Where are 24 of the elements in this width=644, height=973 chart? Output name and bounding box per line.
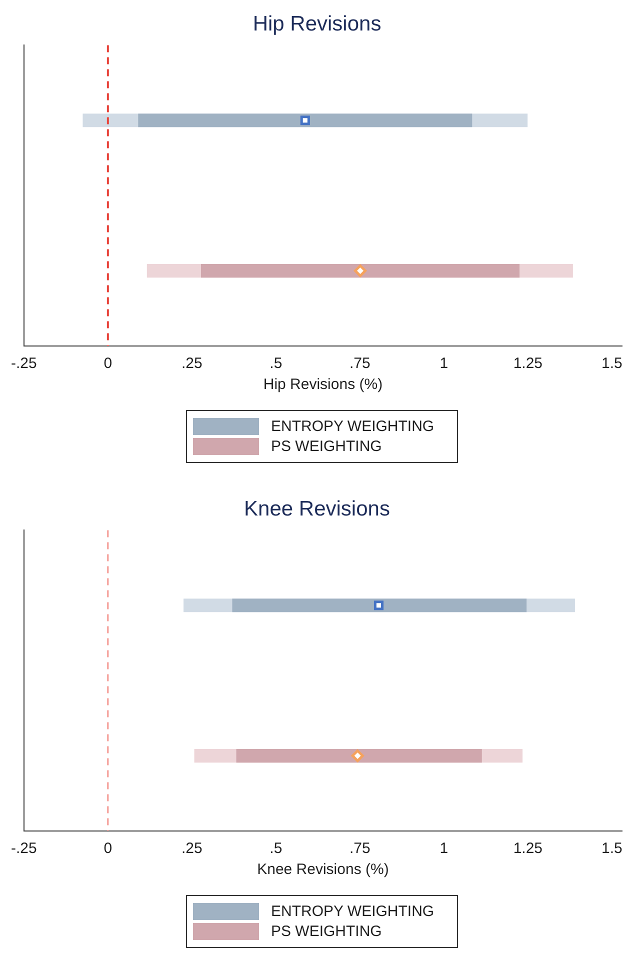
x-tick-label: 0 [104,355,112,372]
x-tick-label: .75 [349,355,370,372]
x-tick-label: 1 [440,355,448,372]
x-tick-label: 1.25 [513,355,543,372]
x-axis-title: Hip Revisions (%) [263,376,383,394]
x-tick-label: 0 [104,840,112,858]
x-tick-label: .5 [270,355,282,372]
x-tick-label: .25 [181,840,202,858]
x-tick-label: -.25 [10,840,37,858]
chart-title: Hip Revisions [252,12,382,36]
x-tick-label: 1 [440,840,448,858]
legend-label: PS WEIGHTING [271,438,383,455]
legend-label: ENTROPY WEIGHTING [271,903,436,920]
x-tick-label: -.25 [10,355,37,372]
x-tick-label: 1.5 [601,840,622,858]
legend-label: PS WEIGHTING [271,923,383,940]
x-tick-label: .25 [181,355,202,372]
x-tick-label: .75 [349,840,370,858]
legend-label: ENTROPY WEIGHTING [271,418,436,435]
chart-title: Knee Revisions [244,497,390,520]
x-tick-label: 1.25 [513,840,543,858]
x-tick-label: 1.5 [601,355,622,372]
x-axis-title: Knee Revisions (%) [257,861,389,878]
x-tick-label: .5 [270,840,282,858]
